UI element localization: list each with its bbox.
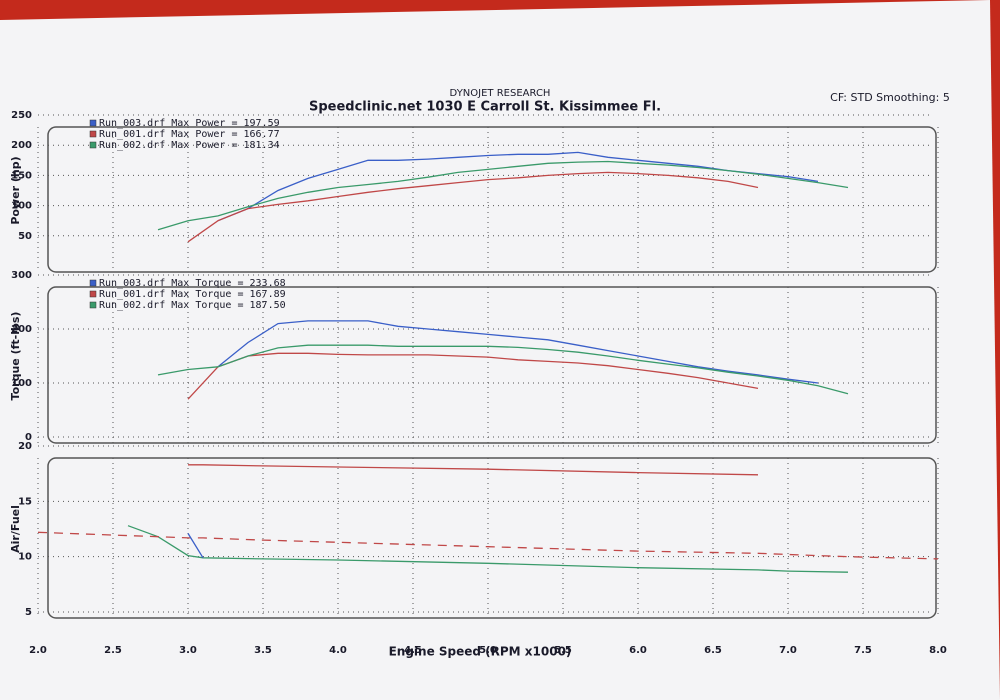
series-line [157,160,849,231]
series-line [187,352,759,400]
legend-swatch [89,119,97,127]
panel-frame [47,126,937,273]
series-line [127,525,849,573]
y-tick-label: 0 [25,432,32,443]
x-tick-label: 2.0 [29,645,47,656]
legend-label: Run_003.drf Max Power = 197.59 [99,118,280,129]
series-line [37,531,939,560]
legend-swatch [89,279,97,287]
series-line [187,533,204,559]
company: DYNOJET RESEARCH [450,88,551,99]
x-tick-label: 2.5 [104,645,122,656]
legend-label: Run_002.drf Max Power = 181.34 [99,140,280,151]
x-tick-label: 8.0 [929,645,947,656]
x-tick-label: 3.0 [179,645,197,656]
y-axis-title: Air/Fuel [9,505,22,553]
y-tick-label: 100 [11,201,32,212]
y-tick-label: 200 [11,324,32,335]
legend-label: Run_003.drf Max Torque = 233.68 [99,278,286,289]
x-tick-label: 4.0 [329,645,347,656]
x-tick-label: 7.5 [854,645,872,656]
legend-label: Run_001.drf Max Torque = 167.89 [99,289,286,300]
panel-frame [47,286,937,444]
y-tick-label: 150 [11,170,32,181]
series-line [157,344,849,395]
series-line [217,320,819,384]
x-axis-title: Engine Speed (RPM x1000) [389,645,572,659]
legend-label: Run_002.drf Max Torque = 187.50 [99,300,286,311]
sheet-title: Speedclinic.net 1030 E Carroll St. Kissi… [309,100,661,115]
legend-swatch [89,301,97,309]
legend-swatch [89,130,97,138]
settings: CF: STD Smoothing: 5 [830,91,950,104]
series-line [187,171,759,243]
y-tick-label: 10 [18,552,32,563]
x-tick-label: 5.0 [479,645,497,656]
series-line [188,464,759,476]
y-tick-label: 15 [18,496,32,507]
legend-label: Run_001.drf Max Power = 166.77 [99,129,280,140]
legend-swatch [89,141,97,149]
y-tick-label: 50 [18,231,32,242]
x-tick-label: 4.5 [404,645,422,656]
panel-frame [47,457,937,619]
y-axis-title: Torque (ft-lbs) [9,312,22,401]
y-tick-label: 250 [11,110,32,121]
x-tick-label: 5.5 [554,645,572,656]
y-tick-label: 100 [11,378,32,389]
x-tick-label: 6.0 [629,645,647,656]
y-tick-label: 300 [11,270,32,281]
y-tick-label: 20 [18,441,32,452]
legend-swatch [89,290,97,298]
y-tick-label: 200 [11,140,32,151]
y-tick-label: 5 [25,607,32,618]
y-axis-title: Power (hp) [9,156,22,224]
x-tick-label: 6.5 [704,645,722,656]
x-tick-label: 3.5 [254,645,272,656]
x-tick-label: 7.0 [779,645,797,656]
